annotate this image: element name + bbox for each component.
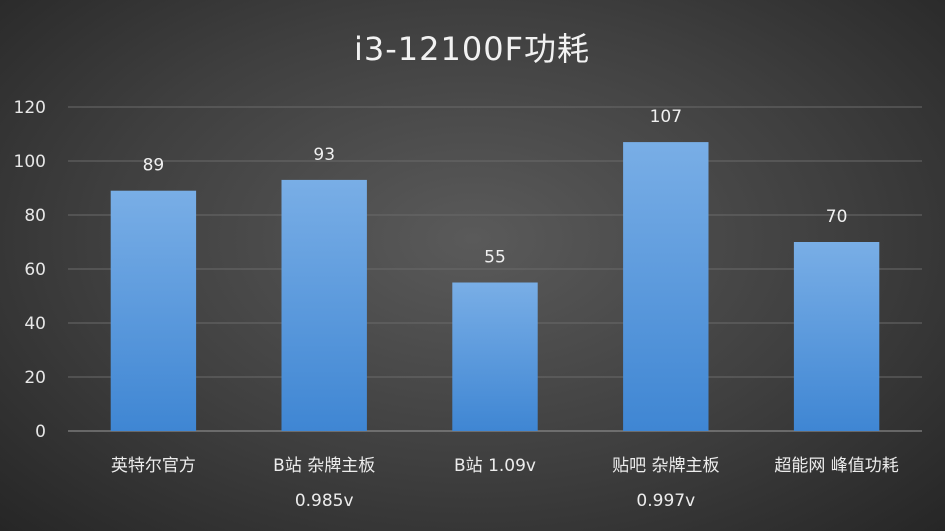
data-label: 107 xyxy=(650,107,682,127)
category-label: B站 1.09v xyxy=(454,456,536,476)
bar xyxy=(793,242,880,431)
category-label: 贴吧 杂牌主板 xyxy=(612,456,719,476)
bar xyxy=(623,142,709,431)
bar xyxy=(281,179,367,431)
y-tick-label: 60 xyxy=(24,260,46,280)
category-label: 英特尔官方 xyxy=(111,456,196,476)
data-label: 55 xyxy=(484,248,506,268)
category-label: 0.997v xyxy=(636,491,695,511)
bar xyxy=(110,190,197,431)
category-label: 超能网 峰值功耗 xyxy=(774,456,898,476)
y-tick-label: 80 xyxy=(24,206,46,226)
y-tick-label: 120 xyxy=(14,98,46,118)
data-label: 70 xyxy=(826,207,848,227)
chart-title: i3-12100F功耗 xyxy=(354,30,590,68)
y-tick-label: 40 xyxy=(24,314,46,334)
category-label: 0.985v xyxy=(295,491,354,511)
y-tick-label: 100 xyxy=(14,152,46,172)
data-label: 89 xyxy=(143,156,165,176)
y-tick-label: 0 xyxy=(35,422,46,442)
category-label: B站 杂牌主板 xyxy=(273,456,375,476)
y-tick-label: 20 xyxy=(24,368,46,388)
data-label: 93 xyxy=(313,145,335,165)
bar xyxy=(452,282,538,431)
